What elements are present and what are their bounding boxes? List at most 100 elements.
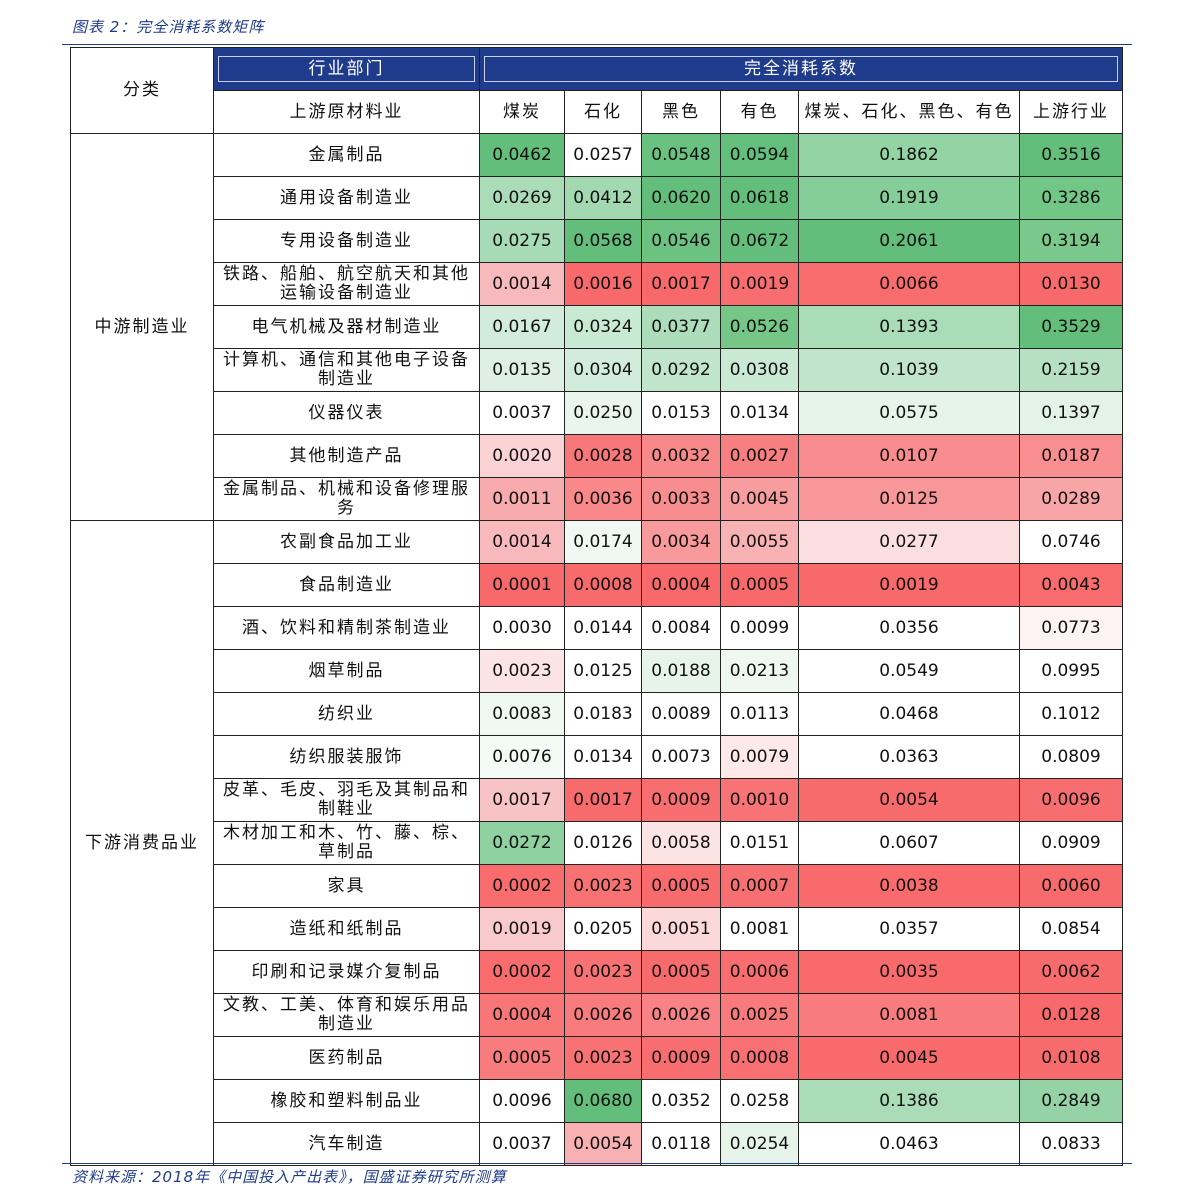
industry-name: 金属制品、机械和设备修理服务	[213, 477, 480, 521]
value-cell: 0.0258	[720, 1079, 799, 1123]
value-cell: 0.0023	[479, 649, 565, 693]
industry-name: 仪器仪表	[213, 391, 480, 435]
value-cell: 0.0058	[641, 821, 721, 865]
table-row: 橡胶和塑料制品业 0.0096 0.0680 0.0352 0.0258 0.1386 0.…	[71, 1079, 1124, 1123]
value-cell: 0.0188	[641, 649, 721, 693]
value-cell: 0.1919	[798, 176, 1020, 220]
table-row: 铁路、船舶、航空航天和其他运输设备制造业 0.0014 0.0016 0.0017 0.…	[71, 262, 1124, 306]
header-col-petrochem: 石化	[564, 90, 642, 134]
header-sector-label: 行业部门	[218, 56, 475, 82]
value-cell: 0.0027	[720, 434, 799, 478]
value-cell: 0.0594	[720, 133, 799, 177]
value-cell: 0.0352	[641, 1079, 721, 1123]
industry-name: 橡胶和塑料制品业	[213, 1079, 480, 1123]
value-cell: 0.0033	[641, 477, 721, 521]
value-cell: 0.0463	[798, 1122, 1020, 1166]
value-cell: 0.0017	[479, 778, 565, 822]
value-cell: 0.0854	[1018, 907, 1124, 951]
value-cell: 0.1386	[798, 1079, 1020, 1123]
value-cell: 0.0304	[564, 348, 642, 392]
value-cell: 0.0081	[720, 907, 799, 951]
value-cell: 0.0183	[564, 692, 642, 736]
value-cell: 0.3529	[1018, 305, 1124, 349]
value-cell: 0.0357	[798, 907, 1020, 951]
value-cell: 0.0126	[564, 821, 642, 865]
value-cell: 0.0680	[564, 1079, 642, 1123]
value-cell: 0.0005	[641, 864, 721, 908]
source-note: 资料来源：2018年《中国投入产出表》，国盛证券研究所测算	[72, 1168, 507, 1186]
value-cell: 0.0035	[798, 950, 1020, 994]
value-cell: 0.0079	[720, 735, 799, 779]
industry-name: 计算机、通信和其他电子设备制造业	[213, 348, 480, 392]
value-cell: 0.0134	[720, 391, 799, 435]
table-row: 皮革、毛皮、羽毛及其制品和制鞋业 0.0017 0.0017 0.0009 0.0010…	[71, 778, 1124, 822]
value-cell: 0.0030	[479, 606, 565, 650]
industry-name: 铁路、船舶、航空航天和其他运输设备制造业	[213, 262, 480, 306]
group-label: 下游消费品业	[70, 520, 214, 1166]
value-cell: 0.0526	[720, 305, 799, 349]
industry-name: 金属制品	[213, 133, 480, 177]
value-cell: 0.0081	[798, 993, 1020, 1037]
value-cell: 0.0007	[720, 864, 799, 908]
industry-name: 专用设备制造业	[213, 219, 480, 263]
value-cell: 0.2061	[798, 219, 1020, 263]
value-cell: 0.0017	[564, 778, 642, 822]
value-cell: 0.0205	[564, 907, 642, 951]
header-col-nonferrous: 有色	[720, 90, 799, 134]
value-cell: 0.0324	[564, 305, 642, 349]
value-cell: 0.3194	[1018, 219, 1124, 263]
header-sector: 行业部门	[213, 47, 480, 91]
value-cell: 0.0055	[720, 520, 799, 564]
table-row: 计算机、通信和其他电子设备制造业 0.0135 0.0304 0.0292 0.0308…	[71, 348, 1124, 392]
value-cell: 0.0118	[641, 1122, 721, 1166]
value-cell: 0.0084	[641, 606, 721, 650]
value-cell: 0.0037	[479, 1122, 565, 1166]
value-cell: 0.0038	[798, 864, 1020, 908]
value-cell: 0.0144	[564, 606, 642, 650]
table-row: 专用设备制造业 0.0275 0.0568 0.0546 0.0672 0.2061 0.3…	[71, 219, 1124, 263]
industry-name: 家具	[213, 864, 480, 908]
coefficient-matrix-table: 分类 行业部门 完全消耗系数 上游原材料业 煤炭 石化 黑色 有色 煤炭、石化、…	[70, 47, 1124, 1166]
industry-name: 文教、工美、体育和娱乐用品制造业	[213, 993, 480, 1037]
table-row: 纺织业 0.0083 0.0183 0.0089 0.0113 0.0468 0.1012	[71, 692, 1124, 736]
industry-name: 汽车制造	[213, 1122, 480, 1166]
header-category: 分类	[70, 47, 214, 134]
value-cell: 0.0308	[720, 348, 799, 392]
value-cell: 0.0809	[1018, 735, 1124, 779]
group-label: 中游制造业	[70, 133, 214, 521]
value-cell: 0.2159	[1018, 348, 1124, 392]
table-row: 汽车制造 0.0037 0.0054 0.0118 0.0254 0.0463 0.0833	[71, 1122, 1124, 1166]
value-cell: 0.0054	[798, 778, 1020, 822]
value-cell: 0.0254	[720, 1122, 799, 1166]
value-cell: 0.0377	[641, 305, 721, 349]
industry-name: 纺织业	[213, 692, 480, 736]
value-cell: 0.0002	[479, 864, 565, 908]
industry-name: 酒、饮料和精制茶制造业	[213, 606, 480, 650]
header-coefficient-group: 完全消耗系数	[478, 47, 1124, 91]
value-cell: 0.0128	[1018, 993, 1124, 1037]
value-cell: 0.0060	[1018, 864, 1124, 908]
value-cell: 0.0618	[720, 176, 799, 220]
header-col-combined: 煤炭、石化、黑色、有色	[798, 90, 1020, 134]
value-cell: 0.0096	[479, 1079, 565, 1123]
header-col-upstream: 上游行业	[1018, 90, 1124, 134]
header-upstream-material: 上游原材料业	[213, 90, 480, 134]
value-cell: 0.0412	[564, 176, 642, 220]
value-cell: 0.0019	[479, 907, 565, 951]
header-col-ferrous: 黑色	[641, 90, 721, 134]
table-row: 电气机械及器材制造业 0.0167 0.0324 0.0377 0.0526 0.1393…	[71, 305, 1124, 349]
value-cell: 0.0010	[720, 778, 799, 822]
industry-name: 医药制品	[213, 1036, 480, 1080]
table-row: 医药制品 0.0005 0.0023 0.0009 0.0008 0.0045 0.0108	[71, 1036, 1124, 1080]
value-cell: 0.0023	[564, 950, 642, 994]
table-row: 印刷和记录媒介复制品 0.0002 0.0023 0.0005 0.0006 0.0035…	[71, 950, 1124, 994]
value-cell: 0.0026	[564, 993, 642, 1037]
value-cell: 0.0005	[720, 563, 799, 607]
value-cell: 0.0356	[798, 606, 1020, 650]
value-cell: 0.0773	[1018, 606, 1124, 650]
industry-name: 食品制造业	[213, 563, 480, 607]
value-cell: 0.0107	[798, 434, 1020, 478]
industry-name: 电气机械及器材制造业	[213, 305, 480, 349]
value-cell: 0.0151	[720, 821, 799, 865]
value-cell: 0.0017	[641, 262, 721, 306]
